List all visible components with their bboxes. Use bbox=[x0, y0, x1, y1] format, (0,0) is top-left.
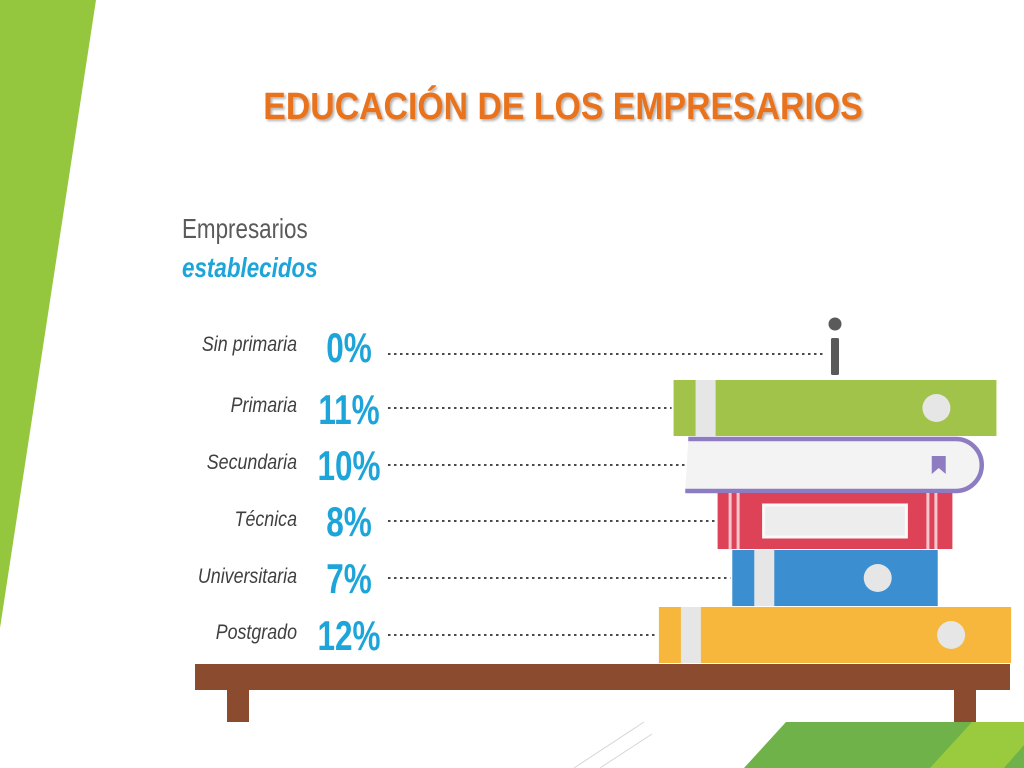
bar-universitaria bbox=[732, 550, 938, 606]
subtitle-line-2: establecidos bbox=[182, 253, 318, 284]
footer-faint-line bbox=[573, 721, 645, 768]
book-bars bbox=[658, 317, 1012, 663]
value-label-tecnica: 8% bbox=[326, 498, 372, 546]
category-label-postgrado: Postgrado bbox=[216, 621, 297, 645]
value-label-primaria: 11% bbox=[318, 386, 379, 434]
book-cover-dot bbox=[937, 621, 966, 649]
value-label-secundaria: 10% bbox=[317, 442, 380, 490]
category-label-sin-primaria: Sin primaria bbox=[202, 333, 297, 357]
book-spine-stripe bbox=[695, 380, 716, 436]
bar-postgrado bbox=[658, 607, 1012, 663]
book-spine-stripe bbox=[680, 607, 701, 663]
slide-title: EDUCACIÓN DE LOS EMPRESARIOS bbox=[263, 84, 862, 127]
value-label-postgrado: 12% bbox=[317, 612, 380, 660]
book-spine-line bbox=[934, 493, 938, 549]
bar-secundaria bbox=[685, 436, 984, 494]
value-label-universitaria: 7% bbox=[326, 555, 372, 603]
footer-faint-line bbox=[599, 733, 653, 768]
inverted-exclamation-icon-dot bbox=[828, 317, 842, 331]
left-accent-stripe bbox=[0, 0, 96, 628]
leader-lines bbox=[388, 353, 826, 636]
category-labels: Sin primaria Primaria Secundaria Técnica… bbox=[198, 333, 297, 645]
bookmark-icon bbox=[931, 456, 946, 474]
book-cover-dot bbox=[922, 394, 951, 422]
inverted-exclamation-icon-stem bbox=[831, 338, 839, 375]
book-spine-line bbox=[736, 493, 740, 549]
shelf-board bbox=[195, 664, 1010, 690]
book-title-label bbox=[762, 503, 908, 539]
category-label-primaria: Primaria bbox=[231, 394, 298, 418]
value-label-sin-primaria: 0% bbox=[326, 324, 372, 372]
bar-tecnica bbox=[717, 493, 953, 549]
category-label-tecnica: Técnica bbox=[235, 508, 298, 532]
book-spine-line bbox=[926, 493, 930, 549]
category-label-secundaria: Secundaria bbox=[207, 451, 297, 475]
book-cover-dot bbox=[863, 564, 892, 592]
book-spine-stripe bbox=[754, 550, 775, 606]
bookshelf bbox=[195, 664, 1010, 722]
shelf-leg-right bbox=[954, 690, 976, 722]
book-spine-line bbox=[728, 493, 732, 549]
footer-accent-wedge bbox=[930, 722, 1024, 768]
subtitle-line-1: Empresarios bbox=[182, 214, 308, 245]
zero-value-marker-sin-primaria bbox=[828, 317, 842, 375]
value-labels: 0% 11% 10% 8% 7% 12% bbox=[317, 324, 380, 660]
bar-primaria bbox=[673, 380, 997, 436]
shelf-leg-left bbox=[227, 690, 249, 722]
book-pages bbox=[685, 436, 984, 494]
category-label-universitaria: Universitaria bbox=[198, 565, 297, 589]
